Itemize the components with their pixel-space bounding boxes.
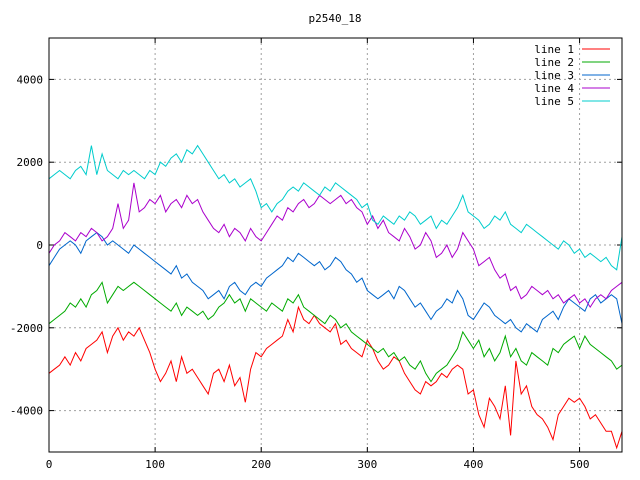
ticks: 0 100 200 300 400 500 -4000 -2000 0 2000 4000	[10, 38, 622, 471]
series-line-3	[48, 231, 623, 333]
y-tick-label: -2000	[10, 322, 43, 335]
y-tick-label: -4000	[10, 405, 43, 418]
chart-title: p2540_18	[309, 12, 362, 25]
legend-label: line 1	[534, 43, 574, 56]
x-tick-label: 100	[145, 458, 165, 471]
legend-label: line 4	[534, 82, 574, 95]
x-tick-label: 0	[46, 458, 53, 471]
legend-label: line 3	[534, 69, 574, 82]
y-tick-label: 0	[36, 239, 43, 252]
x-tick-label: 200	[251, 458, 271, 471]
x-tick-label: 300	[357, 458, 377, 471]
series-line-4	[48, 182, 623, 309]
y-tick-label: 4000	[17, 73, 44, 86]
grid	[49, 38, 622, 452]
x-tick-label: 500	[570, 458, 590, 471]
y-tick-label: 2000	[17, 156, 44, 169]
x-tick-label: 400	[464, 458, 484, 471]
series-line-1	[48, 305, 623, 450]
series-group	[48, 144, 623, 450]
legend-label: line 5	[534, 95, 574, 108]
series-line-5	[48, 144, 623, 271]
series-line-2	[48, 281, 623, 383]
legend-label: line 2	[534, 56, 574, 69]
plot-frame	[48, 37, 623, 453]
